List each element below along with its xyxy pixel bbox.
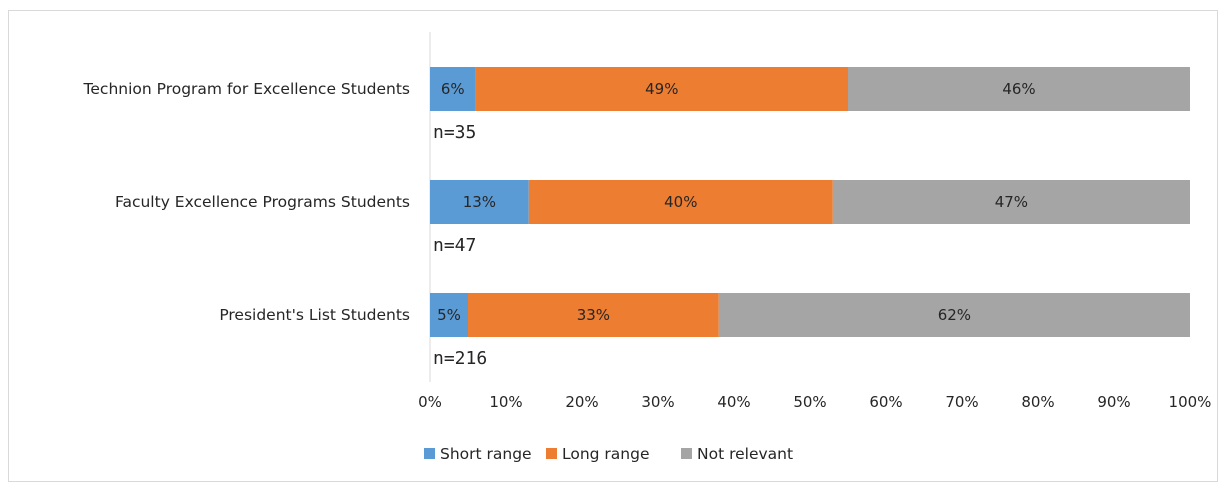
sample-size-label: n=35	[433, 122, 476, 143]
x-tick-label: 30%	[641, 393, 674, 411]
x-tick-label: 10%	[489, 393, 522, 411]
x-tick-label: 60%	[869, 393, 902, 411]
data-label: 13%	[463, 193, 496, 211]
bar-segment-long-range	[468, 293, 719, 337]
data-label: 47%	[995, 193, 1028, 211]
x-tick-label: 50%	[793, 393, 826, 411]
legend-swatch	[681, 448, 692, 459]
sample-size-label: n=47	[433, 235, 476, 256]
bar-segment-not-relevant	[718, 293, 1190, 337]
legend-swatch	[546, 448, 557, 459]
category-label: Faculty Excellence Programs Students	[115, 193, 410, 211]
chart-frame	[8, 10, 1218, 482]
category-label: Technion Program for Excellence Students	[83, 80, 410, 98]
x-tick-label: 90%	[1097, 393, 1130, 411]
x-tick-label: 80%	[1021, 393, 1054, 411]
data-label: 6%	[441, 80, 465, 98]
bar-segment-not-relevant	[832, 180, 1190, 224]
data-label: 33%	[577, 306, 610, 324]
bar-segment-not-relevant	[848, 67, 1190, 111]
bar-segment-short-range	[430, 180, 529, 224]
bar-segment-short-range	[430, 67, 476, 111]
data-label: 5%	[437, 306, 461, 324]
data-label: 40%	[664, 193, 697, 211]
sample-size-label: n=216	[433, 348, 487, 369]
x-tick-label: 70%	[945, 393, 978, 411]
x-tick-label: 0%	[418, 393, 442, 411]
data-label: 49%	[645, 80, 678, 98]
legend-label: Not relevant	[697, 445, 793, 463]
bar-segment-long-range	[528, 180, 833, 224]
data-label: 46%	[1002, 80, 1035, 98]
legend-swatch	[424, 448, 435, 459]
category-label: President's List Students	[219, 306, 410, 324]
x-tick-label: 20%	[565, 393, 598, 411]
x-tick-label: 100%	[1169, 393, 1212, 411]
legend-label: Short range	[440, 445, 532, 463]
legend-label: Long range	[562, 445, 650, 463]
bar-segment-short-range	[430, 293, 468, 337]
data-label: 62%	[938, 306, 971, 324]
bar-segment-long-range	[475, 67, 848, 111]
x-tick-label: 40%	[717, 393, 750, 411]
